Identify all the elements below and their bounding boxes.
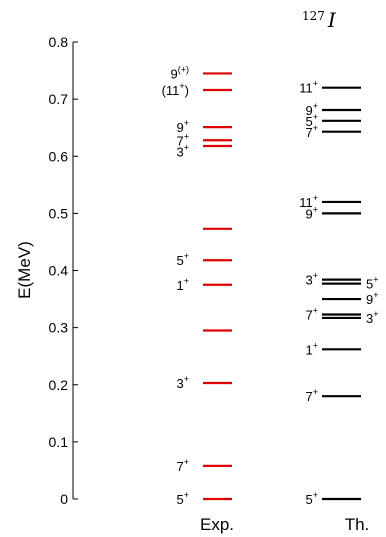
level-label-exp: 7+ xyxy=(177,457,190,474)
level-label-th: 11+ xyxy=(299,79,318,96)
y-tick-label: 0.1 xyxy=(49,434,69,450)
level-label-th: 1+ xyxy=(306,340,319,357)
level-label-th: 9+ xyxy=(366,290,379,307)
column-label-th: Th. xyxy=(345,515,370,534)
y-tick-label: 0.5 xyxy=(49,205,69,221)
level-label-th: 5+ xyxy=(306,112,319,129)
level-label-exp: 9(+) xyxy=(171,64,189,81)
column-label-exp: Exp. xyxy=(200,515,234,534)
level-label-exp: 7+ xyxy=(177,131,190,148)
level-label-exp: 9+ xyxy=(177,118,190,135)
nucleus-symbol: I xyxy=(327,8,337,32)
level-label-exp: 1+ xyxy=(177,276,190,293)
y-tick-label: 0.3 xyxy=(49,320,69,336)
level-label-th: 7+ xyxy=(306,305,319,322)
y-tick-label: 0.8 xyxy=(49,34,69,50)
level-label-exp: 3+ xyxy=(177,374,190,391)
level-label-th: 11+ xyxy=(299,193,318,210)
nucleus-label: 127 I xyxy=(302,8,337,32)
level-label-exp: 5+ xyxy=(177,490,190,507)
level-label-th: 9+ xyxy=(306,204,319,221)
level-label-exp: (11+) xyxy=(162,81,189,98)
y-tick-label: 0.6 xyxy=(49,148,69,164)
levels xyxy=(203,72,361,501)
y-tick-label: 0.4 xyxy=(49,263,69,279)
nucleus-mass: 127 xyxy=(302,9,325,23)
level-label-exp: 5+ xyxy=(177,251,190,268)
y-axis-title: E(MeV) xyxy=(15,241,34,299)
level-label-th: 5+ xyxy=(366,275,379,292)
level-label-th: 7+ xyxy=(306,387,319,404)
level-label-th: 7+ xyxy=(306,123,319,140)
level-label-exp: 3+ xyxy=(177,142,190,159)
level-label-th: 3+ xyxy=(306,271,319,288)
level-labels: 9(+)(11+)9+7+3+5+1+3+7+5+Exp.11+9+5+7+11… xyxy=(162,64,379,534)
y-tick-label: 0 xyxy=(60,491,68,507)
y-tick-label: 0.2 xyxy=(49,377,69,393)
level-label-th: 5+ xyxy=(306,490,319,507)
level-label-th: 9+ xyxy=(306,101,319,118)
level-label-th: 3+ xyxy=(366,309,379,326)
y-tick-label: 0.7 xyxy=(49,91,69,107)
y-axis: 0 0.1 0.2 0.3 0.4 0.5 0.6 0.7 0.8 xyxy=(49,34,78,507)
